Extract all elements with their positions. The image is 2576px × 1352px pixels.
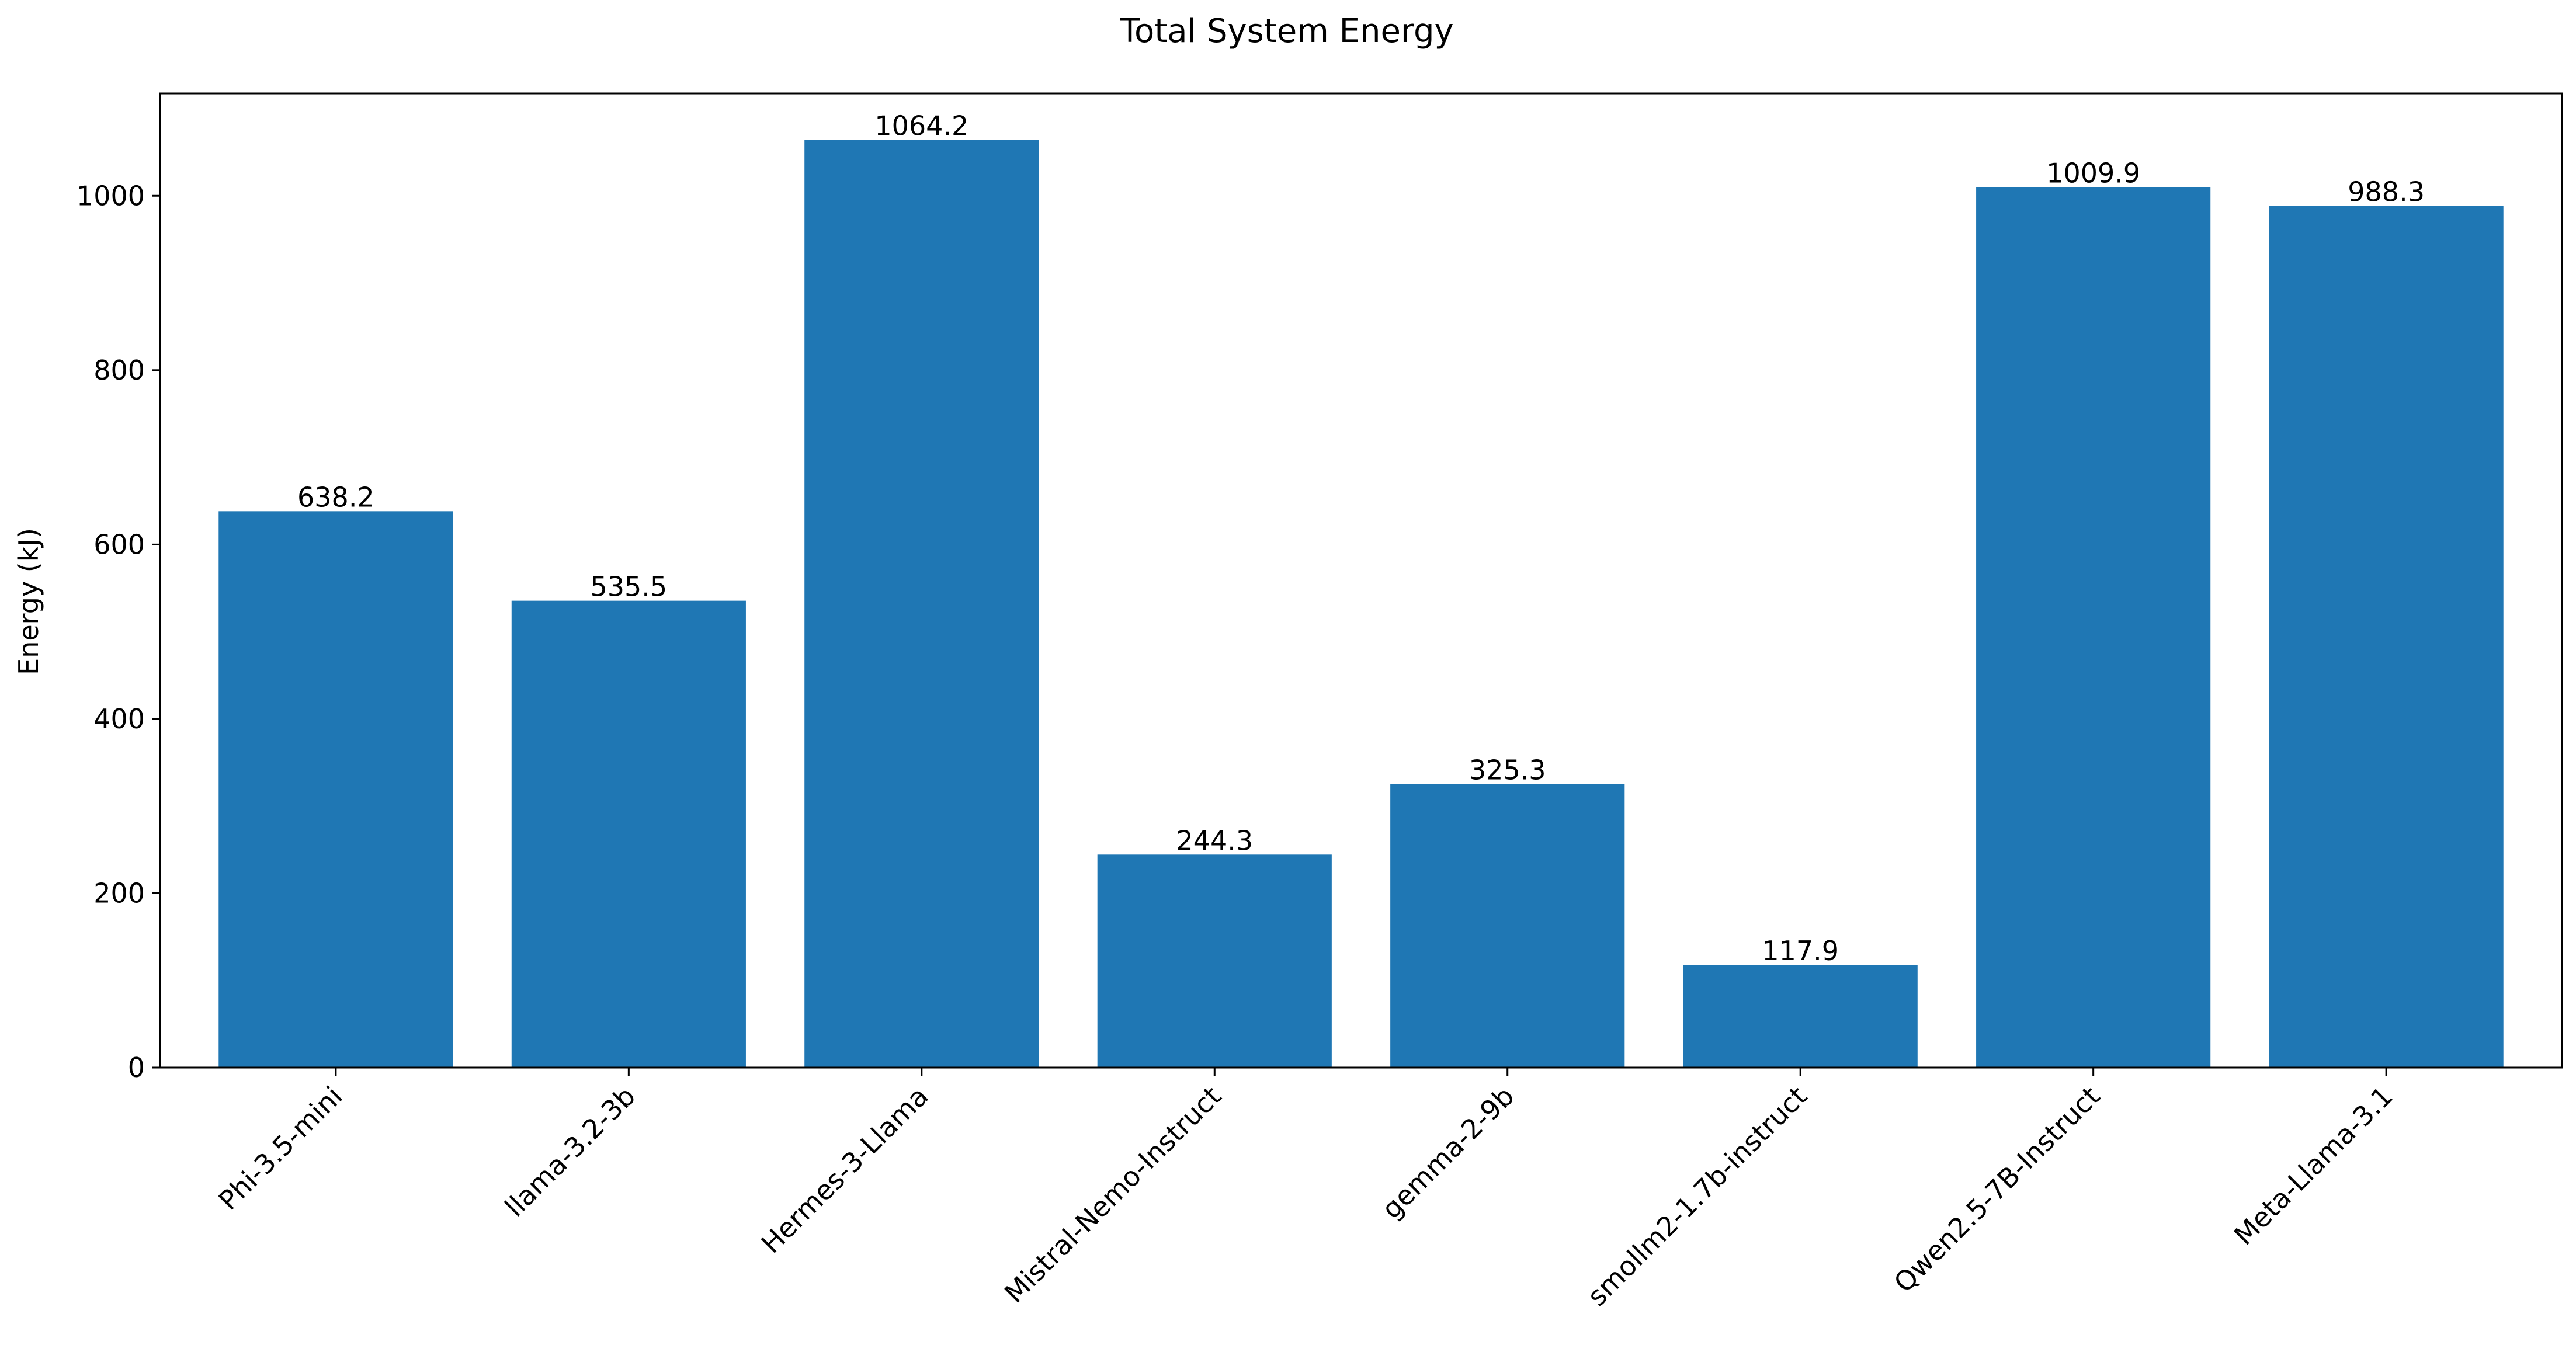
bar <box>1683 965 1918 1068</box>
bar <box>511 600 746 1068</box>
bar-value-label: 535.5 <box>590 571 667 603</box>
y-tick-label: 1000 <box>77 180 145 211</box>
y-tick-label: 0 <box>128 1052 145 1083</box>
bar <box>218 511 453 1068</box>
x-tick-label: Hermes-3-Llama <box>755 1080 935 1260</box>
plot-frame <box>159 92 2563 1069</box>
x-axis: Phi-3.5-mini llama-3.2-3b Hermes-3-Llama Mi… <box>213 1068 2399 1312</box>
bar-value-label: 117.9 <box>1762 935 1839 967</box>
y-tick-label: 200 <box>93 877 145 909</box>
x-tick-label: Mistral-Nemo-Instruct <box>998 1080 1227 1309</box>
x-tick-label: Meta-Llama-3.1 <box>2228 1080 2399 1252</box>
bar <box>1976 187 2211 1068</box>
bar <box>804 140 1039 1068</box>
y-tick-label: 400 <box>93 703 145 735</box>
x-tick-label: gemma-2-9b <box>1376 1080 1520 1225</box>
y-tick-label: 600 <box>93 529 145 560</box>
bar-value-label: 1009.9 <box>2046 157 2140 189</box>
bar <box>1097 854 1332 1068</box>
chart-title: Total System Energy <box>1119 12 1453 50</box>
y-axis-label: Energy (kJ) <box>13 528 44 675</box>
bar-value-label: 244.3 <box>1176 825 1253 856</box>
bar-value-label: 325.3 <box>1469 754 1546 786</box>
x-tick-label: Phi-3.5-mini <box>213 1080 349 1217</box>
x-tick-label: Qwen2.5-7B-Instruct <box>1888 1080 2106 1299</box>
bar-value-label: 1064.2 <box>874 110 968 141</box>
bar <box>1390 784 1625 1068</box>
bars-layer <box>218 140 2504 1068</box>
bar-value-label: 638.2 <box>297 481 374 513</box>
value-labels-layer: 638.2 535.5 1064.2 244.3 325.3 117.9 1009.9 988… <box>297 110 2425 967</box>
x-tick-label: smollm2-1.7b-instruct <box>1581 1080 1813 1312</box>
y-tick-label: 800 <box>93 354 145 386</box>
y-axis: 0 200 400 600 800 1000 <box>77 180 160 1083</box>
bar <box>2269 206 2504 1068</box>
bar-value-label: 988.3 <box>2348 176 2425 208</box>
x-tick-label: llama-3.2-3b <box>499 1080 641 1223</box>
